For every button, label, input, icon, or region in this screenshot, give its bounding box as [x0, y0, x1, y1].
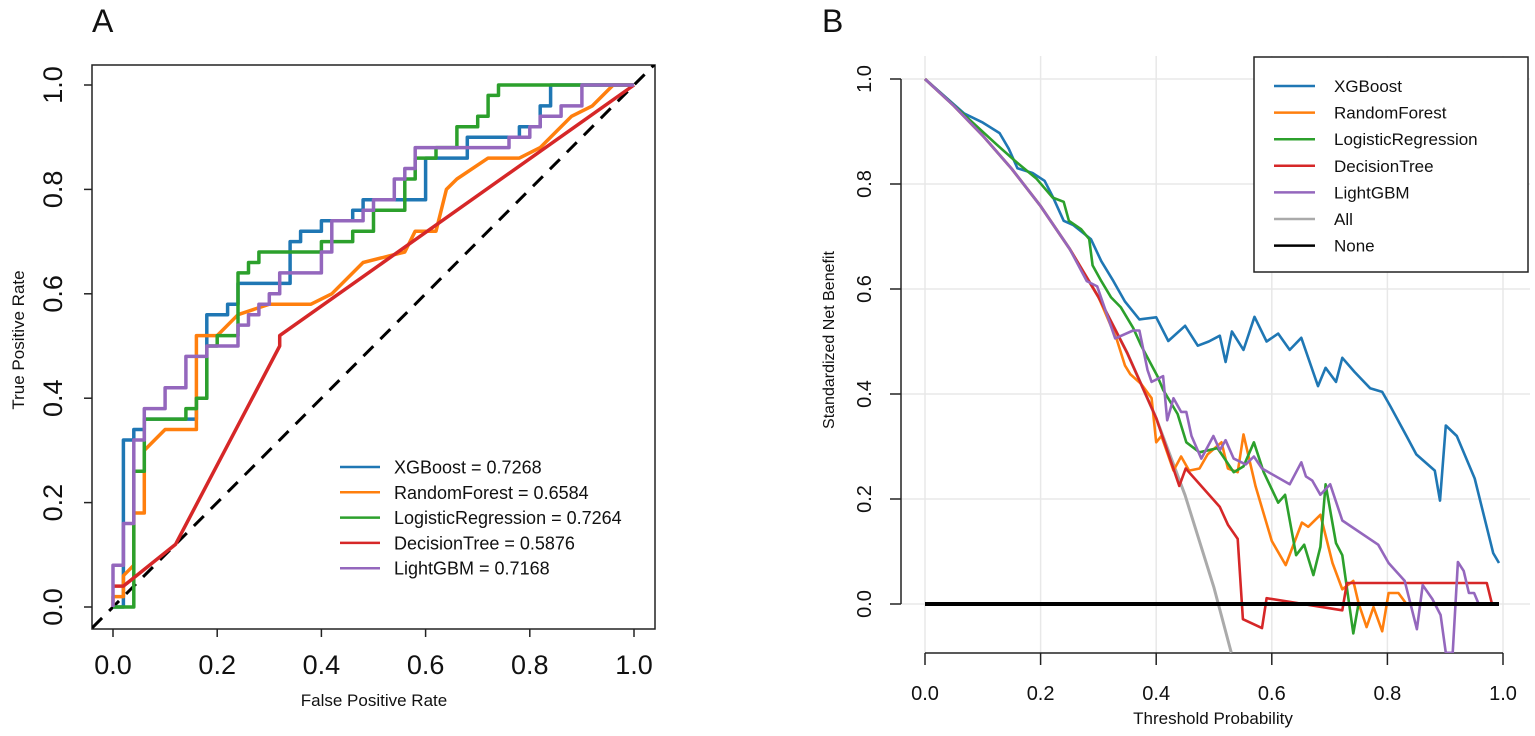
x-tick-label: 1.0 — [1489, 683, 1517, 705]
y-tick-label: 0.2 — [854, 485, 876, 513]
x-tick-label: 0.8 — [1373, 683, 1401, 705]
panel-label: B — [822, 3, 843, 39]
roc-panel: A 0.0 0.0 0.2 0.2 0.4 0.4 0.6 0.6 0.8 0.8 1.0 1.0 Fal… — [9, 3, 656, 710]
legend-label: RandomForest — [1334, 104, 1447, 123]
y-tick-label: 0.8 — [854, 170, 876, 198]
diagonal-reference-line — [92, 65, 655, 629]
x-axis-title: Threshold Probability — [1133, 709, 1293, 728]
legend-label: LightGBM = 0.7168 — [394, 559, 550, 579]
series-line-xgboost — [924, 78, 1501, 564]
x-tick-label: 0.2 — [1027, 683, 1055, 705]
panel-label: A — [92, 3, 114, 39]
x-tick-label: 0.0 — [94, 650, 132, 680]
legend-label: DecisionTree — [1334, 157, 1434, 176]
y-tick-label: 0.4 — [38, 379, 68, 417]
x-tick-label: 0.8 — [511, 650, 549, 680]
x-tick-label: 0.6 — [1258, 683, 1286, 705]
series-line-decisiontree — [113, 83, 636, 588]
y-tick-label: 0.0 — [38, 588, 68, 626]
legend-label: XGBoost = 0.7268 — [394, 458, 542, 478]
series-line-logisticregression — [924, 78, 1499, 635]
legend-label: DecisionTree = 0.5876 — [394, 533, 575, 553]
y-axis-title: True Positive Rate — [9, 270, 28, 409]
y-tick-label: 1.0 — [38, 66, 68, 104]
series-line-lightgbm — [924, 78, 1499, 653]
y-tick-label: 0.6 — [38, 275, 68, 313]
y-tick-label: 0.8 — [38, 171, 68, 209]
y-axis-title: Standardized Net Benefit — [821, 251, 838, 429]
legend-label: RandomForest = 0.6584 — [394, 483, 589, 503]
x-tick-label: 0.4 — [303, 650, 341, 680]
x-tick-label: 0.6 — [407, 650, 445, 680]
legend-label: LightGBM — [1334, 183, 1410, 202]
x-axis-title: False Positive Rate — [301, 691, 447, 710]
legend-label: None — [1334, 237, 1375, 256]
series-line-lightgbm — [111, 83, 634, 607]
legend-label: All — [1334, 210, 1353, 229]
legend-box — [1253, 56, 1529, 273]
x-tick-label: 1.0 — [615, 650, 653, 680]
legend-label: LogisticRegression — [1334, 130, 1478, 149]
legend-label: XGBoost — [1334, 77, 1402, 96]
legend-label: LogisticRegression = 0.7264 — [394, 508, 622, 528]
x-tick-label: 0.2 — [198, 650, 236, 680]
y-tick-label: 1.0 — [854, 65, 876, 93]
x-tick-label: 0.4 — [1142, 683, 1170, 705]
x-tick-label: 0.0 — [911, 683, 939, 705]
y-tick-label: 0.4 — [854, 380, 876, 408]
plot-frame — [91, 64, 656, 630]
dca-panel: B 0.0 0.0 0.2 0.2 0.4 0.4 0.6 0.6 0.8 0.8 1.0 1.0 Thr… — [821, 3, 1530, 728]
y-tick-label: 0.2 — [38, 484, 68, 522]
series-line-logisticregression — [113, 83, 634, 609]
y-tick-label: 0.0 — [854, 590, 876, 618]
y-tick-label: 0.6 — [854, 275, 876, 303]
series-line-all — [923, 77, 1233, 653]
